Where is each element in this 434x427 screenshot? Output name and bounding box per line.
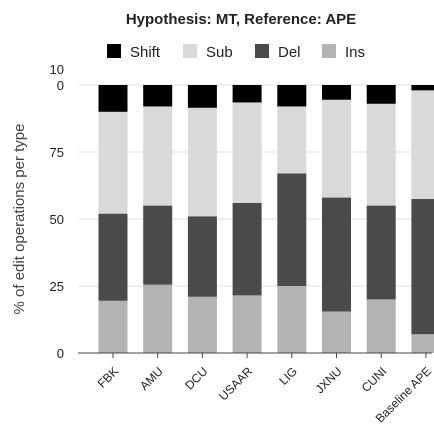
bar-stack-dcu	[187, 85, 217, 353]
bar-shift-lig	[277, 85, 307, 107]
x-tick-label-lig: LIG	[276, 364, 300, 388]
legend-label-shift: Shift	[130, 44, 161, 61]
bar-shift-fbk	[98, 85, 128, 112]
bar-sub-fbk	[98, 111, 128, 214]
bar-shift-jxnu	[322, 85, 351, 100]
bar-ins-cuni	[366, 299, 396, 353]
bar-del-fbk	[98, 213, 128, 301]
legend-swatch-shift	[107, 44, 121, 58]
bar-del-lig	[277, 173, 307, 286]
bars	[98, 85, 434, 353]
bar-del-baseline-ape	[411, 198, 434, 335]
bar-stack-jxnu	[322, 85, 351, 353]
chart-title: Hypothesis: MT, Reference: APE	[126, 11, 356, 28]
y-tick-label-75: 75	[50, 145, 64, 160]
legend-label-sub: Sub	[206, 44, 233, 61]
bar-stack-cuni	[366, 85, 396, 353]
y-axis: 0 25 50 75 10 0	[50, 62, 432, 361]
bar-del-cuni	[366, 205, 396, 300]
bar-del-dcu	[187, 216, 217, 297]
bar-shift-amu	[143, 85, 173, 107]
bar-shift-dcu	[187, 85, 217, 108]
bar-sub-usaar	[232, 102, 262, 203]
bar-del-usaar	[232, 202, 262, 296]
y-axis-label: % of edit operations per type	[11, 124, 28, 315]
x-tick-label-usaar: USAAR	[216, 364, 255, 403]
y-tick-label-50: 50	[50, 212, 64, 227]
bar-ins-dcu	[187, 296, 217, 353]
bar-shift-cuni	[366, 85, 396, 104]
bar-sub-amu	[143, 106, 173, 206]
x-tick-label-dcu: DCU	[182, 364, 210, 392]
legend: Shift Sub Del Ins	[107, 44, 365, 61]
bar-stack-fbk	[98, 85, 128, 353]
bar-stack-lig	[277, 85, 307, 353]
bar-ins-lig	[277, 286, 307, 353]
x-tick-label-fbk: FBK	[95, 364, 121, 390]
y-tick-label-0: 0	[57, 346, 64, 361]
bar-shift-baseline-ape	[411, 85, 434, 91]
bar-sub-jxnu	[322, 99, 351, 198]
bar-sub-baseline-ape	[411, 90, 434, 199]
bar-ins-amu	[143, 284, 173, 353]
bar-del-amu	[143, 205, 173, 285]
bar-sub-cuni	[366, 103, 396, 206]
legend-swatch-ins	[322, 44, 336, 58]
bar-sub-lig	[277, 106, 307, 174]
x-tick-label-amu: AMU	[137, 364, 166, 393]
legend-swatch-sub	[183, 44, 197, 58]
legend-label-ins: Ins	[345, 44, 365, 61]
bar-ins-jxnu	[322, 311, 351, 353]
bar-sub-dcu	[187, 107, 217, 217]
bar-del-jxnu	[322, 197, 351, 312]
y-tick-label-100: 10 0	[50, 62, 64, 93]
x-tick-label-cuni: CUNI	[359, 364, 390, 395]
y-tick-label-25: 25	[50, 279, 64, 294]
legend-swatch-del	[255, 44, 269, 58]
x-tick-label-jxnu: JXNU	[313, 364, 345, 396]
bar-ins-baseline-ape	[411, 334, 434, 353]
bar-stack-baseline-ape	[411, 85, 434, 353]
bar-ins-fbk	[98, 300, 128, 353]
bar-stack-usaar	[232, 85, 262, 353]
bar-stack-amu	[143, 85, 173, 353]
bar-ins-usaar	[232, 295, 262, 353]
bar-shift-usaar	[232, 85, 262, 103]
legend-label-del: Del	[278, 44, 301, 61]
